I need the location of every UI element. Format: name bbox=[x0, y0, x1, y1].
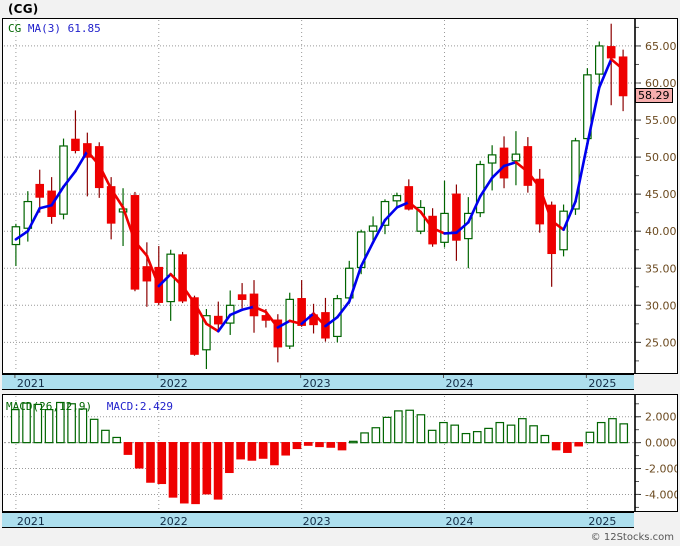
svg-text:35.00: 35.00 bbox=[645, 262, 677, 275]
svg-text:2.000: 2.000 bbox=[645, 411, 677, 424]
legend-symbol: CG bbox=[8, 22, 22, 35]
macd-legend-indicator: MACD(26,12,9) bbox=[6, 400, 93, 413]
svg-text:60.00: 60.00 bbox=[645, 77, 677, 90]
macd-chart-svg[interactable]: 2.000 0.000 -2.000 -4.000 bbox=[3, 395, 677, 511]
price-date-band: 2021 2022 2023 2024 2025 bbox=[2, 374, 634, 390]
watermark: © 12Stocks.com bbox=[590, 532, 674, 543]
svg-text:25.00: 25.00 bbox=[645, 336, 677, 349]
page-title: (CG) bbox=[8, 2, 39, 16]
svg-text:40.00: 40.00 bbox=[645, 225, 677, 238]
svg-text:-4.000: -4.000 bbox=[645, 488, 677, 501]
svg-text:55.00: 55.00 bbox=[645, 114, 677, 127]
legend-ma-label: MA(3) bbox=[27, 22, 61, 35]
svg-text:2022: 2022 bbox=[160, 377, 188, 390]
svg-text:2023: 2023 bbox=[303, 515, 331, 528]
svg-text:2025: 2025 bbox=[588, 515, 616, 528]
price-chart-svg[interactable]: 65.00 60.00 55.00 50.00 45.00 40.00 35.00 30.00… bbox=[3, 19, 677, 373]
svg-text:0.000: 0.000 bbox=[645, 437, 677, 450]
price-legend: CG MA(3) 61.85 bbox=[8, 22, 101, 35]
price-date-axis: 2021 2022 2023 2024 2025 bbox=[14, 375, 616, 390]
macd-legend-value: MACD:2.429 bbox=[106, 400, 173, 413]
price-chart-panel[interactable]: 65.00 60.00 55.00 50.00 45.00 40.00 35.00 30.00… bbox=[2, 18, 678, 374]
svg-text:2025: 2025 bbox=[588, 377, 616, 390]
svg-text:30.00: 30.00 bbox=[645, 299, 677, 312]
svg-text:50.00: 50.00 bbox=[645, 151, 677, 164]
svg-text:65.00: 65.00 bbox=[645, 40, 677, 53]
last-price-badge: 58.29 bbox=[635, 87, 673, 103]
svg-text:-2.000: -2.000 bbox=[645, 463, 677, 476]
svg-text:2024: 2024 bbox=[446, 377, 474, 390]
svg-text:2022: 2022 bbox=[160, 515, 188, 528]
macd-date-band: 2021 2022 2023 2024 2025 bbox=[2, 512, 634, 528]
svg-text:2021: 2021 bbox=[17, 377, 45, 390]
legend-ma-value: 61.85 bbox=[67, 22, 101, 35]
svg-text:45.00: 45.00 bbox=[645, 188, 677, 201]
macd-chart-panel[interactable]: 2.000 0.000 -2.000 -4.000 bbox=[2, 394, 678, 512]
macd-legend: MACD(26,12,9) MACD:2.429 bbox=[6, 400, 173, 413]
svg-text:2024: 2024 bbox=[446, 515, 474, 528]
svg-text:2023: 2023 bbox=[303, 377, 331, 390]
macd-date-axis: 2021 2022 2023 2024 2025 bbox=[17, 515, 616, 528]
svg-text:2021: 2021 bbox=[17, 515, 45, 528]
